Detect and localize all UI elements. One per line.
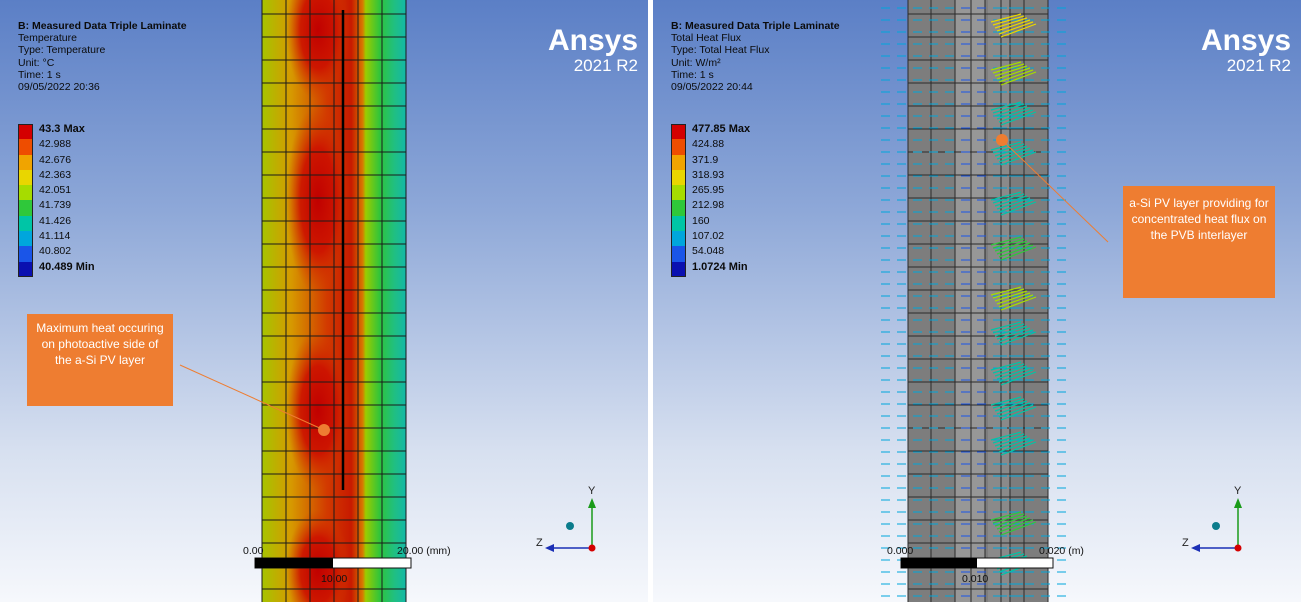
callout-box: Maximum heat occuring on photoactive sid… (27, 314, 173, 406)
scale-mid: 0.010 (962, 573, 989, 585)
legend-label: 42.363 (39, 168, 72, 181)
legend-label: 42.051 (39, 184, 72, 197)
legend-label: 1.0724 Min (692, 260, 748, 273)
legend-label: 371.9 (692, 153, 719, 166)
flux-marker (996, 134, 1008, 146)
result-name: Total Heat Flux (671, 32, 742, 45)
legend-swatch (671, 200, 686, 216)
result-type: Type: Total Heat Flux (671, 44, 770, 57)
legend-swatch (671, 169, 686, 186)
result-unit: Unit: W/m² (671, 56, 721, 69)
scale-start: 0.00 (243, 545, 264, 557)
legend-swatch (18, 200, 33, 216)
temperature-panel: B: Measured Data Triple Laminate Tempera… (0, 0, 648, 602)
heat-flux-panel: B: Measured Data Triple Laminate Total H… (653, 0, 1301, 602)
legend-label: 40.802 (39, 245, 72, 258)
legend-swatch (18, 124, 33, 140)
scale-start: 0.000 (887, 545, 914, 557)
result-unit: Unit: °C (18, 56, 55, 69)
axis-z-label: Z (1182, 537, 1189, 549)
legend-swatch (18, 261, 33, 277)
legend-label: 160 (692, 214, 710, 227)
heat-flux-vector-plot (881, 0, 1242, 602)
legend-label: 42.988 (39, 138, 72, 151)
brand-name: Ansys (547, 24, 638, 57)
hotspot-marker (318, 424, 330, 436)
legend-swatch (18, 185, 33, 201)
axis-y-label: Y (588, 485, 596, 497)
scale-mid: 10.00 (321, 573, 348, 585)
legend-label: 41.739 (39, 199, 72, 212)
legend-label: 41.114 (39, 230, 71, 243)
legend-label: 40.489 Min (39, 260, 95, 273)
legend-label: 477.85 Max (692, 123, 751, 135)
scale-end: 20.00 (mm) (397, 545, 451, 557)
result-info: B: Measured Data Triple Laminate Total H… (671, 20, 840, 93)
legend-swatch (18, 215, 33, 232)
legend-swatch (671, 215, 686, 232)
result-timestamp: 09/05/2022 20:44 (671, 81, 753, 94)
legend-label: 42.676 (39, 153, 72, 166)
legend-label: 43.3 Max (39, 123, 85, 135)
result-name: Temperature (18, 32, 77, 45)
ansys-logo: Ansys 2021 R2 (548, 26, 638, 76)
legend-label: 41.426 (39, 214, 72, 227)
legend-swatch (18, 154, 33, 170)
result-time: Time: 1 s (671, 68, 714, 81)
axis-y-label: Y (1234, 485, 1242, 497)
legend-swatch (671, 154, 686, 170)
legend-swatch (671, 124, 686, 140)
result-timestamp: 09/05/2022 20:36 (18, 81, 100, 94)
scale-end: 0.020 (m) (1039, 545, 1084, 557)
result-info: B: Measured Data Triple Laminate Tempera… (18, 20, 187, 93)
callout-box: a-Si PV layer providing for concentrated… (1123, 186, 1275, 298)
legend-swatch (18, 139, 33, 155)
legend-swatch (18, 169, 33, 186)
brand-version: 2021 R2 (573, 56, 638, 75)
axis-z-label: Z (536, 537, 543, 549)
result-time: Time: 1 s (18, 68, 61, 81)
ansys-logo: Ansys 2021 R2 (1201, 26, 1291, 76)
legend-label: 54.048 (692, 245, 725, 258)
brand-name: Ansys (1200, 24, 1291, 57)
legend-label: 107.02 (692, 230, 725, 243)
legend-swatch (671, 185, 686, 201)
legend-swatch (671, 246, 686, 262)
legend-label: 424.88 (692, 138, 725, 151)
temperature-contour-plot (179, 0, 596, 602)
legend-swatch (671, 139, 686, 155)
legend-label: 212.98 (692, 199, 725, 212)
result-title: B: Measured Data Triple Laminate (18, 20, 187, 32)
legend-swatch (18, 231, 33, 247)
result-type: Type: Temperature (18, 44, 106, 57)
brand-version: 2021 R2 (1226, 56, 1291, 75)
legend-label: 265.95 (692, 184, 725, 197)
legend-swatch (18, 246, 33, 262)
legend-swatch (671, 261, 686, 277)
result-title: B: Measured Data Triple Laminate (671, 20, 840, 32)
legend-label: 318.93 (692, 168, 725, 181)
legend-swatch (671, 231, 686, 247)
